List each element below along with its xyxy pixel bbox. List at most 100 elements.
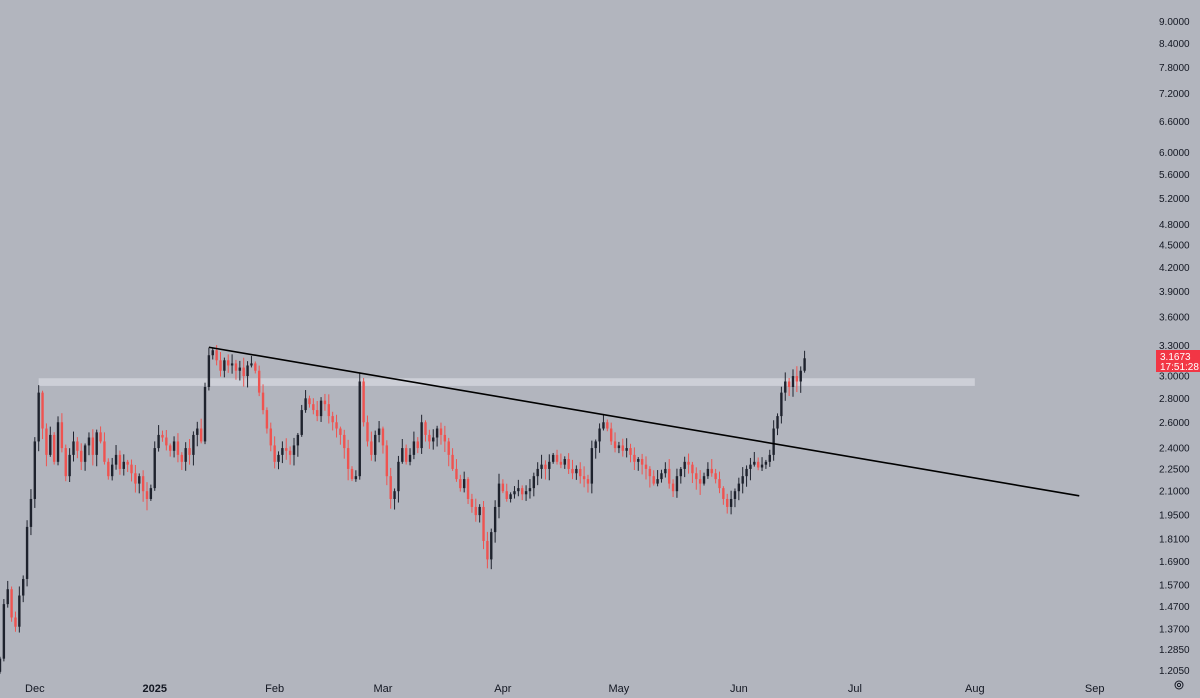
candle-body [269, 428, 272, 446]
candle [741, 467, 744, 494]
candle [203, 382, 207, 445]
candle [756, 457, 760, 471]
candle [478, 504, 481, 523]
trendline-layer[interactable] [208, 346, 1080, 497]
candle [234, 359, 238, 380]
candle [780, 386, 783, 424]
candle [192, 431, 195, 466]
candle-body [114, 454, 118, 465]
price-tick-label: 1.3700 [1159, 625, 1190, 636]
candle-body [687, 461, 690, 465]
candle-body [598, 428, 601, 442]
candle [184, 442, 187, 471]
candle [33, 437, 37, 508]
candle [83, 443, 87, 471]
candle-body [149, 488, 153, 499]
candle-body [335, 422, 338, 429]
candle [95, 429, 98, 467]
candle-body [559, 461, 563, 465]
candle [404, 444, 408, 465]
candle [540, 454, 543, 479]
price-axis[interactable]: 9.0000 8.4000 7.8000 7.2000 6.6000 6.0000 5.60… [1159, 17, 1190, 677]
candle [339, 426, 342, 445]
candle-body [594, 441, 597, 449]
candle [354, 470, 358, 482]
candle-body [385, 445, 389, 477]
candle [784, 372, 787, 401]
candle-body [45, 428, 48, 455]
price-tick-label: 6.6000 [1159, 117, 1190, 128]
candle-body [165, 437, 168, 446]
candle [292, 437, 296, 466]
candle [269, 422, 272, 452]
candle-body [374, 434, 377, 455]
candle-body [377, 428, 381, 435]
candle [443, 425, 447, 452]
candle [6, 580, 9, 608]
candle-body [300, 410, 303, 435]
time-tick-label: Mar [373, 683, 392, 695]
candle-body [447, 441, 450, 455]
candle [652, 470, 655, 486]
candle-body [2, 604, 6, 659]
candle-body [706, 468, 710, 477]
candle-body [462, 479, 466, 489]
candle [60, 413, 64, 453]
candle-body [323, 400, 327, 405]
candle-body [432, 437, 435, 442]
candle [408, 448, 412, 466]
candle-body [493, 506, 497, 533]
candle [799, 366, 802, 393]
candle-body [110, 464, 114, 477]
candle-body [292, 445, 296, 455]
candle-body [134, 473, 137, 484]
candle [517, 479, 520, 497]
candle-body [637, 459, 640, 462]
price-tick-label: 4.5000 [1159, 241, 1190, 252]
candle-body [33, 441, 37, 499]
candle-body [505, 491, 508, 499]
trendline[interactable] [208, 346, 1080, 497]
candle [99, 426, 102, 444]
candle-body [56, 422, 60, 462]
time-axis[interactable]: Dec 2025 Feb Mar Apr May Jun Jul Aug Sep [25, 683, 1104, 695]
candle-body [68, 454, 71, 477]
candle [702, 472, 706, 486]
candle-body [772, 428, 775, 455]
candle [362, 377, 365, 427]
candle [238, 360, 242, 381]
candle-body [648, 468, 652, 477]
candle [358, 372, 361, 480]
candle [575, 465, 578, 480]
candle [149, 484, 153, 501]
candle-body [640, 459, 644, 465]
candle [157, 425, 160, 452]
resistance-zone[interactable] [38, 378, 975, 386]
candle-body [29, 498, 33, 527]
candle-body [443, 434, 447, 442]
candle [671, 479, 675, 498]
candle [559, 453, 563, 469]
time-tick-label: Jun [730, 683, 748, 695]
candle [25, 520, 29, 587]
candle-body [439, 428, 443, 435]
candle [683, 456, 686, 478]
candle-body [579, 468, 582, 477]
candle [254, 361, 257, 374]
candle-body [486, 540, 489, 560]
candle-body [285, 448, 288, 451]
candle-body [18, 595, 21, 627]
candle-body [517, 488, 520, 492]
gear-icon[interactable] [1174, 680, 1184, 690]
candle-body [668, 468, 671, 484]
candle-body [273, 445, 276, 462]
candle-body [528, 488, 532, 492]
candle-body [397, 461, 400, 492]
candle [753, 451, 756, 467]
candle-body [474, 506, 477, 516]
candle-body [675, 476, 679, 492]
candle-body [756, 461, 760, 468]
price-tick-label: 5.2000 [1159, 194, 1190, 205]
candle [490, 528, 493, 570]
